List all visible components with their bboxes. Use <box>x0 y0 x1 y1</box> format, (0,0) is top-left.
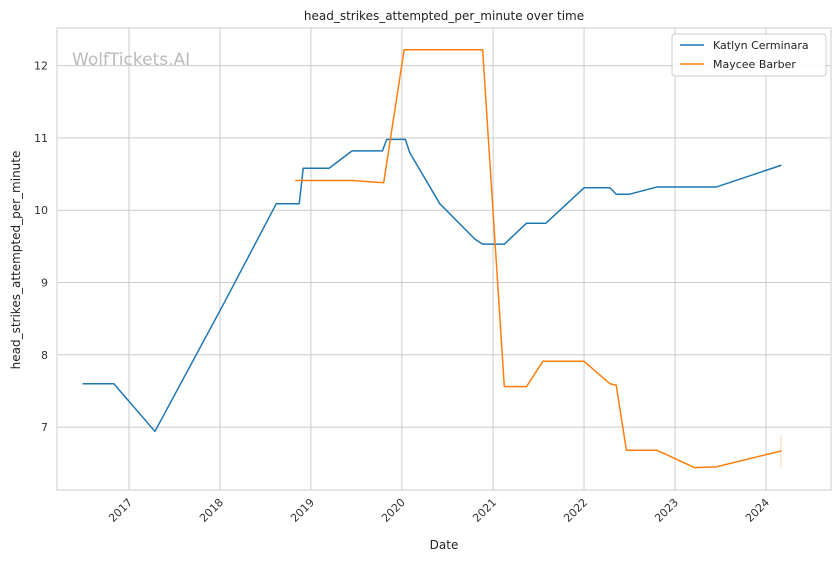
y-tick-label: 7 <box>41 421 48 434</box>
y-axis-title: head_strikes_attempted_per_minute <box>9 151 23 370</box>
y-tick-label: 10 <box>34 204 48 217</box>
x-axis-title: Date <box>430 538 459 552</box>
legend-label-2: Maycee Barber <box>713 58 796 71</box>
y-tick-label: 12 <box>34 60 48 73</box>
series-layer <box>82 48 782 469</box>
y-ticks: 7 8 9 10 11 12 <box>34 60 48 435</box>
series-line-2 <box>294 48 782 469</box>
y-tick-label: 8 <box>41 349 48 362</box>
legend-box <box>671 33 827 77</box>
legend-label-1: Katlyn Cerminara <box>713 39 809 52</box>
watermark: WolfTickets.AI <box>72 50 190 70</box>
plot-frame <box>56 27 832 491</box>
series-line-1 <box>82 138 782 433</box>
legend: Katlyn Cerminara Maycee Barber <box>671 33 827 77</box>
y-tick-label: 11 <box>34 132 48 145</box>
chart-title: head_strikes_attempted_per_minute over t… <box>304 9 584 23</box>
y-tick-label: 9 <box>41 276 48 289</box>
